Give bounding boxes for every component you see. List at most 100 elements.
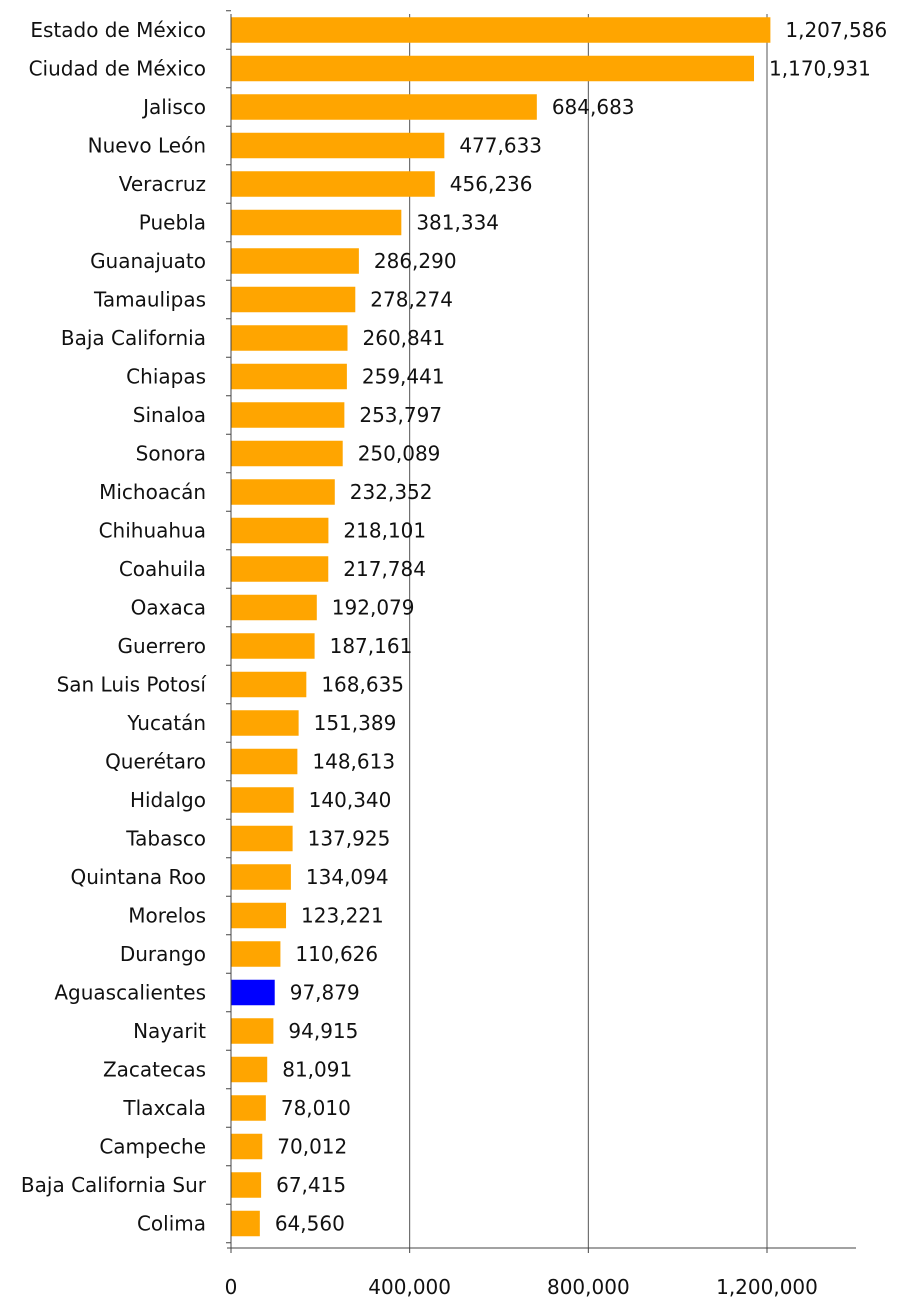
value-label: 381,334 — [416, 211, 499, 235]
bar — [231, 787, 294, 813]
value-label: 64,560 — [275, 1212, 345, 1236]
bar — [231, 1172, 262, 1198]
bar-highlighted — [231, 979, 275, 1006]
value-label: 192,079 — [332, 596, 415, 620]
x-tick-label: 0 — [225, 1275, 238, 1299]
value-label: 232,352 — [350, 480, 433, 504]
value-label: 123,221 — [301, 904, 384, 928]
bar — [231, 556, 329, 582]
category-label: Aguascalientes — [54, 981, 206, 1005]
value-label: 456,236 — [450, 172, 533, 196]
x-tick-label: 1,200,000 — [716, 1275, 818, 1299]
category-label: Durango — [120, 942, 206, 966]
value-label: 97,879 — [290, 981, 360, 1005]
category-label: Veracruz — [119, 172, 206, 196]
value-label: 137,925 — [308, 827, 391, 851]
bars — [231, 17, 771, 1237]
bar — [231, 171, 435, 197]
bar — [231, 1056, 268, 1083]
bar — [231, 941, 281, 967]
bar — [231, 209, 402, 236]
bar — [231, 594, 317, 621]
category-label: Baja California — [61, 326, 206, 350]
value-label: 217,784 — [343, 557, 426, 581]
value-label: 168,635 — [321, 673, 404, 697]
category-label: Zacatecas — [103, 1058, 206, 1082]
category-label: Oaxaca — [131, 596, 206, 620]
value-label: 148,613 — [312, 750, 395, 774]
value-label: 218,101 — [343, 519, 426, 543]
bar — [231, 1210, 260, 1237]
value-label: 253,797 — [359, 403, 442, 427]
bar — [231, 1133, 263, 1160]
category-label: Tlaxcala — [122, 1096, 206, 1120]
value-label: 110,626 — [295, 942, 378, 966]
bar — [231, 710, 299, 736]
bar — [231, 479, 335, 505]
bar — [231, 671, 307, 698]
bar — [231, 902, 287, 929]
bar — [231, 325, 348, 351]
bar — [231, 286, 356, 313]
value-label: 81,091 — [282, 1058, 352, 1082]
bar — [231, 94, 537, 120]
bar — [231, 633, 315, 659]
bar — [231, 17, 771, 43]
bar — [231, 55, 755, 82]
category-label: Yucatán — [126, 711, 206, 735]
value-label: 67,415 — [276, 1173, 346, 1197]
value-label: 78,010 — [281, 1096, 351, 1120]
category-label: Sinaloa — [133, 403, 206, 427]
category-label: Guerrero — [118, 634, 206, 658]
category-label: Michoacán — [99, 480, 206, 504]
category-label: San Luis Potosí — [57, 673, 208, 697]
category-label: Jalisco — [141, 95, 206, 119]
bar — [231, 402, 345, 428]
category-label: Hidalgo — [130, 788, 206, 812]
value-label: 259,441 — [362, 365, 445, 389]
x-tick-label: 400,000 — [368, 1275, 451, 1299]
bar — [231, 1095, 266, 1121]
value-label: 250,089 — [358, 442, 441, 466]
category-label: Sonora — [136, 442, 206, 466]
category-label: Morelos — [128, 904, 206, 928]
category-label: Querétaro — [105, 750, 206, 774]
gridlines — [409, 14, 768, 1248]
category-label: Nuevo León — [88, 134, 206, 158]
category-label: Tabasco — [125, 827, 206, 851]
value-label: 1,207,586 — [785, 18, 887, 42]
bar — [231, 248, 359, 274]
category-label: Quintana Roo — [70, 865, 206, 889]
value-label: 151,389 — [314, 711, 397, 735]
category-label: Campeche — [99, 1135, 206, 1159]
category-label: Chiapas — [126, 365, 206, 389]
value-label: 684,683 — [552, 95, 635, 119]
value-label: 134,094 — [306, 865, 389, 889]
x-tick-label: 800,000 — [547, 1275, 630, 1299]
value-label: 260,841 — [363, 326, 446, 350]
category-label: Tamaulipas — [93, 288, 206, 312]
bar — [231, 440, 343, 467]
value-label: 1,170,931 — [769, 57, 871, 81]
category-label: Colima — [137, 1212, 206, 1236]
value-label: 187,161 — [330, 634, 413, 658]
category-label: Baja California Sur — [21, 1173, 207, 1197]
bar — [231, 864, 291, 890]
value-label: 94,915 — [288, 1019, 358, 1043]
labels: Estado de México 1,207,586 Ciudad de Méxic… — [21, 18, 887, 1299]
category-label: Ciudad de México — [29, 57, 206, 81]
bar — [231, 1018, 274, 1044]
value-label: 278,274 — [370, 288, 453, 312]
bar — [231, 363, 347, 390]
category-label: Coahuila — [119, 557, 206, 581]
value-label: 286,290 — [374, 249, 457, 273]
bar — [231, 825, 293, 852]
bar — [231, 517, 329, 544]
value-label: 477,633 — [459, 134, 542, 158]
bar — [231, 132, 445, 159]
category-label: Chihuahua — [99, 519, 206, 543]
value-label: 70,012 — [277, 1135, 347, 1159]
category-label: Nayarit — [133, 1019, 206, 1043]
axes — [226, 10, 856, 1253]
